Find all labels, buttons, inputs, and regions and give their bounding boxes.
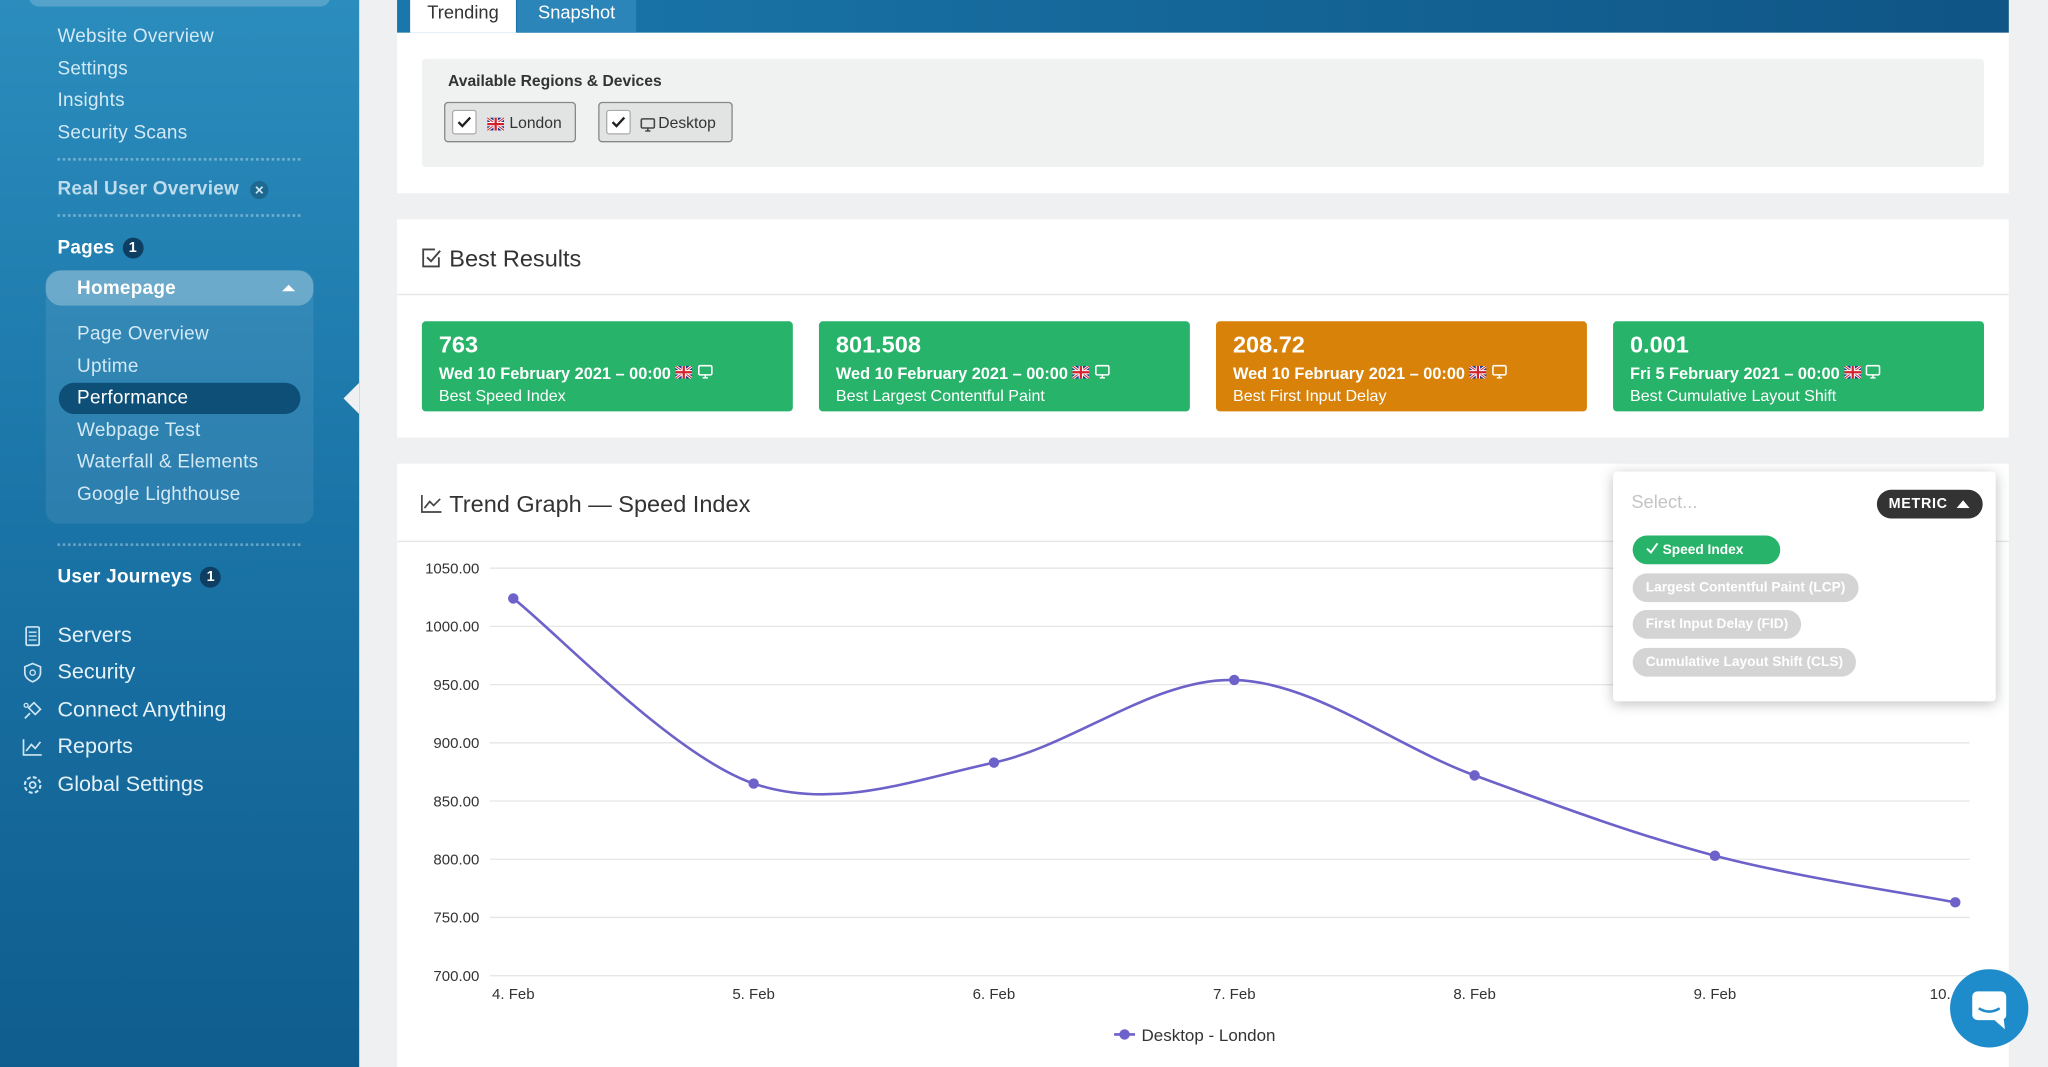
check-icon <box>1646 542 1659 554</box>
data-point <box>508 593 518 603</box>
y-tick-label: 1000.00 <box>425 619 479 636</box>
metric-button-label: METRIC <box>1889 496 1948 512</box>
x-tick-label: 8. Feb <box>1453 986 1496 1003</box>
metric-option[interactable]: First Input Delay (FID) <box>1633 610 1802 639</box>
caret-up <box>1957 499 1970 508</box>
data-point <box>1950 897 1960 907</box>
select-placeholder[interactable]: Select... <box>1631 491 1697 512</box>
x-tick-label: 9. Feb <box>1694 986 1737 1003</box>
data-point <box>1469 770 1479 780</box>
y-tick-label: 800.00 <box>433 851 479 868</box>
legend-marker <box>1119 1029 1129 1039</box>
metric-option[interactable]: Largest Contentful Paint (LCP) <box>1633 573 1859 602</box>
data-point <box>989 757 999 767</box>
y-tick-label: 700.00 <box>433 968 479 985</box>
metric-button[interactable]: METRIC <box>1877 490 1983 519</box>
data-point <box>748 778 758 788</box>
data-point <box>1229 675 1239 685</box>
y-tick-label: 1050.00 <box>425 560 479 577</box>
y-tick-label: 750.00 <box>433 910 479 927</box>
chat-button[interactable] <box>1950 969 2028 1047</box>
y-tick-label: 950.00 <box>433 677 479 694</box>
x-tick-label: 4. Feb <box>492 986 535 1003</box>
metric-options: Speed Index Largest Contentful Paint (LC… <box>1633 536 1859 676</box>
data-point <box>1710 851 1720 861</box>
metric-option-selected[interactable]: Speed Index <box>1633 536 1780 565</box>
x-tick-label: 6. Feb <box>973 986 1016 1003</box>
x-tick-label: 5. Feb <box>732 986 775 1003</box>
metric-option[interactable]: Cumulative Layout Shift (CLS) <box>1633 647 1856 676</box>
legend-label: Desktop - London <box>1142 1026 1276 1045</box>
metric-dropdown: Select... METRIC Speed Index Largest Con… <box>1613 472 1996 702</box>
x-tick-label: 7. Feb <box>1213 986 1256 1003</box>
y-tick-label: 850.00 <box>433 793 479 810</box>
option-label: Speed Index <box>1663 542 1744 558</box>
y-tick-label: 900.00 <box>433 735 479 752</box>
